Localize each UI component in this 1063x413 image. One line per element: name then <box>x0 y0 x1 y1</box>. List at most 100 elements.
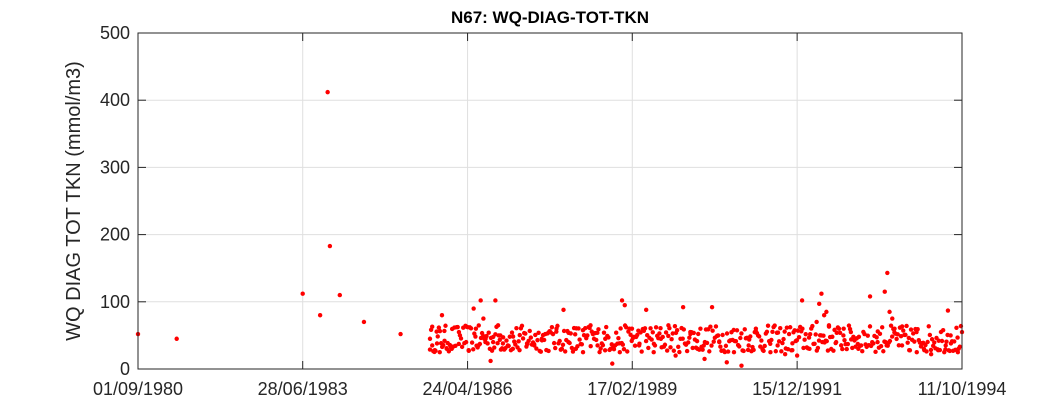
data-point <box>606 335 611 340</box>
data-point <box>534 346 539 351</box>
data-point <box>564 337 569 343</box>
data-point <box>928 352 934 357</box>
data-point <box>686 340 691 345</box>
data-point <box>475 345 480 350</box>
data-point <box>718 344 723 349</box>
data-point <box>837 330 843 335</box>
data-point <box>722 349 728 355</box>
data-point <box>680 336 685 341</box>
data-point <box>670 331 675 336</box>
data-point <box>802 337 807 342</box>
data-point <box>623 325 629 330</box>
data-point <box>585 333 590 338</box>
y-tick-label: 200 <box>100 225 130 245</box>
data-point <box>325 89 330 95</box>
data-point <box>616 335 621 341</box>
data-point <box>945 332 950 338</box>
data-point <box>523 331 528 336</box>
data-point <box>775 343 780 348</box>
data-point <box>865 333 870 338</box>
data-point <box>834 330 839 336</box>
data-point <box>434 341 440 346</box>
data-point <box>443 323 448 328</box>
data-point <box>944 339 949 344</box>
data-point <box>579 342 585 347</box>
data-point <box>943 347 948 352</box>
data-point <box>825 348 831 353</box>
data-point <box>840 346 845 352</box>
x-tick-label: 01/09/1980 <box>93 379 183 399</box>
data-point <box>646 345 651 351</box>
data-point <box>639 349 644 354</box>
data-point <box>434 329 439 334</box>
data-point <box>738 335 743 341</box>
data-point <box>627 326 632 331</box>
data-point <box>824 338 829 344</box>
data-point <box>799 298 805 303</box>
data-point <box>896 343 902 348</box>
data-point <box>700 347 705 352</box>
chart-title: N67: WQ-DIAG-TOT-TKN <box>451 8 649 27</box>
data-point <box>527 328 532 334</box>
y-tick-label: 0 <box>120 359 130 379</box>
data-point <box>610 361 615 366</box>
data-point <box>466 348 471 354</box>
data-point <box>810 323 815 329</box>
data-point <box>894 336 899 342</box>
data-point <box>862 331 867 337</box>
data-point <box>953 347 958 352</box>
data-point <box>943 343 948 348</box>
data-point <box>609 342 614 347</box>
data-point <box>741 348 746 354</box>
data-point <box>671 348 677 353</box>
data-point <box>856 334 862 339</box>
data-point <box>773 349 778 354</box>
axis-ticks: 0 100 200 300 400 500 01/09/1980 28/06/1983 24/0… <box>93 23 1006 399</box>
data-point <box>300 291 305 296</box>
data-point <box>561 328 567 334</box>
data-point <box>952 339 957 344</box>
data-point <box>649 337 654 342</box>
data-point <box>940 327 946 333</box>
data-point <box>337 292 343 298</box>
data-point <box>937 347 943 353</box>
data-point <box>709 304 715 310</box>
data-point <box>883 339 888 345</box>
data-point <box>742 327 747 332</box>
data-point <box>635 332 640 338</box>
data-point <box>693 345 699 350</box>
data-point <box>601 330 607 335</box>
data-point <box>653 325 659 330</box>
data-point <box>488 358 493 364</box>
data-point <box>889 334 895 339</box>
data-point <box>911 331 916 336</box>
data-point <box>642 326 648 331</box>
data-point <box>538 349 544 354</box>
data-point <box>737 344 742 349</box>
data-point <box>595 330 600 336</box>
data-point <box>816 338 822 343</box>
data-point <box>669 337 674 342</box>
data-point <box>444 345 449 351</box>
data-point <box>563 349 568 354</box>
data-point <box>500 335 506 340</box>
data-point <box>761 348 766 354</box>
data-point <box>786 331 792 337</box>
data-point <box>821 313 827 318</box>
data-point <box>815 345 821 351</box>
data-point <box>541 337 547 343</box>
plot-area <box>138 33 962 369</box>
data-point <box>560 342 566 347</box>
x-tick-label: 17/02/1989 <box>587 379 677 399</box>
data-point <box>709 343 714 348</box>
data-point <box>713 324 719 329</box>
data-point <box>536 330 541 335</box>
data-point <box>842 338 847 343</box>
data-point <box>830 334 835 339</box>
data-point <box>707 349 712 354</box>
data-point <box>807 331 813 337</box>
data-point <box>800 326 805 331</box>
data-point <box>489 348 495 353</box>
data-point <box>572 332 578 337</box>
